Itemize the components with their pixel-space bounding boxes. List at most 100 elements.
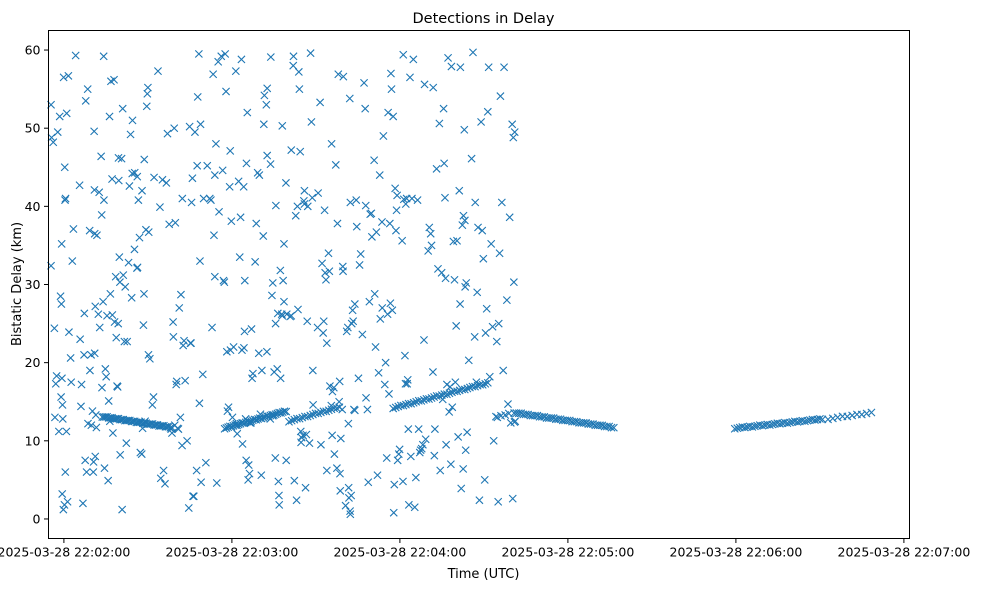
- data-point: [605, 422, 614, 431]
- data-point: [758, 421, 767, 430]
- data-point: [172, 380, 181, 389]
- data-point: [435, 392, 444, 401]
- data-point: [276, 374, 285, 383]
- data-point: [155, 203, 164, 212]
- data-point: [607, 423, 616, 432]
- data-point: [332, 404, 341, 413]
- data-point: [457, 484, 466, 493]
- data-point: [306, 411, 315, 420]
- data-point: [255, 171, 264, 180]
- data-point: [454, 432, 463, 441]
- data-point: [217, 52, 226, 61]
- data-point: [360, 78, 369, 87]
- data-point: [371, 343, 380, 352]
- data-point: [110, 75, 119, 84]
- data-point: [350, 406, 359, 415]
- data-point: [80, 309, 89, 318]
- y-tick-label: 30: [25, 277, 41, 292]
- data-point: [61, 196, 70, 205]
- data-point: [335, 403, 344, 412]
- data-point: [354, 374, 363, 383]
- data-point: [237, 55, 246, 64]
- data-point: [439, 104, 448, 113]
- data-point: [81, 456, 90, 465]
- data-point: [499, 366, 508, 375]
- data-point: [484, 63, 493, 72]
- data-point: [350, 300, 359, 309]
- data-point: [441, 274, 450, 283]
- data-point: [309, 400, 318, 409]
- data-point: [503, 400, 512, 409]
- data-point: [380, 380, 389, 389]
- data-point: [346, 510, 355, 519]
- data-point: [163, 129, 172, 138]
- data-point: [87, 421, 96, 430]
- data-point: [296, 147, 305, 156]
- data-point: [247, 325, 256, 334]
- data-point: [803, 416, 812, 425]
- data-point: [233, 429, 242, 438]
- data-point: [373, 471, 382, 480]
- data-point: [106, 289, 115, 298]
- data-point: [314, 409, 323, 418]
- data-point: [91, 411, 100, 420]
- data-point: [361, 201, 370, 210]
- data-point: [375, 171, 384, 180]
- data-point: [388, 306, 397, 315]
- data-point: [135, 233, 144, 242]
- data-point: [220, 278, 229, 287]
- data-point: [305, 439, 314, 448]
- data-point: [85, 366, 94, 375]
- data-point: [419, 336, 428, 344]
- data-point: [508, 494, 517, 503]
- data-point: [60, 163, 69, 172]
- data-point: [140, 155, 149, 164]
- data-point: [345, 94, 354, 103]
- data-point: [108, 310, 117, 319]
- data-point: [128, 169, 137, 178]
- data-point: [61, 194, 70, 203]
- data-point: [143, 89, 152, 98]
- data-point: [59, 73, 68, 82]
- data-point: [99, 196, 108, 205]
- y-axis: 0 10 20 30 40 50 60: [25, 43, 49, 526]
- data-point: [420, 80, 429, 89]
- data-point: [222, 87, 231, 96]
- data-point: [100, 464, 109, 473]
- data-point: [214, 57, 223, 66]
- data-point: [481, 379, 490, 388]
- data-point: [333, 219, 342, 228]
- data-point: [399, 50, 408, 59]
- data-point: [244, 461, 253, 470]
- data-point: [588, 420, 597, 429]
- data-point: [444, 53, 453, 62]
- data-point: [194, 49, 203, 58]
- data-point: [300, 200, 309, 208]
- data-point: [379, 132, 388, 140]
- data-point: [509, 278, 518, 287]
- data-point: [242, 159, 251, 168]
- data-point: [321, 268, 330, 277]
- data-point: [169, 332, 178, 341]
- data-point: [257, 366, 266, 375]
- data-point: [137, 450, 146, 459]
- data-point: [52, 371, 61, 380]
- data-point: [50, 324, 59, 333]
- data-point: [460, 125, 469, 134]
- data-point: [292, 496, 301, 505]
- data-point: [426, 229, 435, 238]
- data-point: [199, 194, 208, 203]
- data-point: [166, 423, 175, 432]
- data-point: [480, 475, 489, 484]
- data-point: [134, 196, 143, 205]
- data-point: [99, 297, 108, 306]
- data-point: [458, 221, 467, 230]
- data-point: [195, 257, 204, 266]
- data-point: [289, 52, 298, 61]
- data-point: [139, 289, 148, 298]
- data-point: [418, 440, 427, 449]
- data-point: [172, 377, 181, 386]
- data-point: [97, 383, 106, 392]
- data-point: [156, 474, 165, 483]
